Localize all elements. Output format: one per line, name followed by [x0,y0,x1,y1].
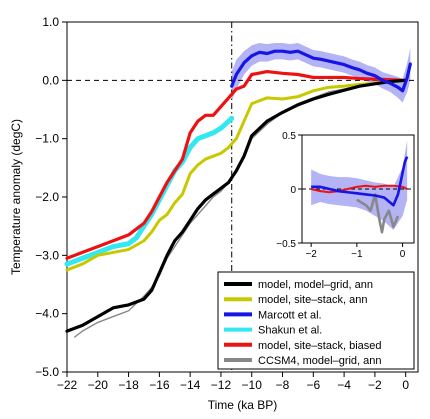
inset-series-marcott-et-al [311,156,409,207]
x-tick-label: −8 [276,378,290,392]
x-tick-label: −22 [57,378,78,392]
inset-uncertainty-band [311,140,408,231]
inset-x-tick-label: 0 [400,249,406,260]
series-shakun-et-al [64,115,235,267]
series-model-site-stack-biased [65,69,408,260]
x-tick-label: −16 [149,378,170,392]
y-axis-label: Temperature anomaly (degC) [9,119,23,275]
inset-y-tick-label: 0.5 [282,131,296,142]
legend: model, model–grid, ann model, site–stack,… [217,271,415,370]
x-axis-label: Time (ka BP) [208,398,278,412]
legend-label-marcott-et-al: Marcott et al. [258,309,322,321]
marcott-band-area [231,43,411,103]
y-tick-label: −3.0 [35,248,59,262]
x-tick-label: −2 [368,378,382,392]
legend-box [217,271,415,370]
inset-x-tick-label: −1 [351,249,363,260]
inset-series-model-site-stack-biased [310,184,408,194]
x-tick-label: −20 [88,378,109,392]
series-marcott-et-al [230,49,412,93]
main-series-lines [64,49,412,338]
x-tick-label: 0 [402,378,409,392]
legend-label-ccsm4-model-grid-ann: CCSM4, model–grid, ann [258,355,382,367]
legend-label-shakun-et-al: Shakun et al. [258,325,322,337]
x-tick-label: −6 [306,378,320,392]
x-tick-label: −14 [180,378,201,392]
inset-y-ticks: −0.5 0 0.5 [276,131,302,250]
x-tick-label: −18 [118,378,139,392]
y-tick-label: 0.0 [42,73,59,87]
series-model-model-grid-ann [65,78,408,333]
y-tick-label: −1.0 [35,132,59,146]
inset-plot: −2 −1 0 −0.5 0 0.5 [276,131,415,260]
inset-band-area [311,140,408,231]
x-tick-label: −10 [242,378,263,392]
inset-x-tick-label: −2 [305,249,317,260]
legend-label-model-site-stack-ann: model, site–stack, ann [258,294,367,306]
inset-x-ticks: −2 −1 0 [305,243,406,260]
x-tick-label: −4 [337,378,351,392]
x-tick-label: −12 [211,378,232,392]
y-tick-label: 1.0 [42,15,59,29]
inset-series-ccsm4-model-grid-ann [356,193,400,234]
inset-y-tick-label: −0.5 [276,239,296,250]
series-model-site-stack-ann [65,78,408,272]
y-axis-ticks: −5.0 −4.0 −3.0 −2.0 −1.0 0.0 1.0 [35,15,67,379]
marcott-uncertainty-band [231,43,411,103]
legend-items: model, model–grid, ann model, site–stack,… [224,279,382,367]
x-axis-ticks: −22 −20 −18 −16 −14 −12 −10 −8 −6 −4 −2 0 [57,372,409,392]
y-tick-label: −5.0 [35,365,59,379]
inset-y-tick-label: 0 [290,185,296,196]
legend-label-model-model-grid-ann: model, model–grid, ann [258,279,373,291]
legend-label-model-site-stack-biased: model, site–stack, biased [258,340,382,352]
main-plot: −22 −20 −18 −16 −14 −12 −10 −8 −6 −4 −2 0 −5.0−4.0−… [9,15,419,412]
reference-lines [67,22,418,372]
y-tick-label: −2.0 [35,190,59,204]
inset-series-lines [310,156,409,234]
y-tick-label: −4.0 [35,307,59,321]
